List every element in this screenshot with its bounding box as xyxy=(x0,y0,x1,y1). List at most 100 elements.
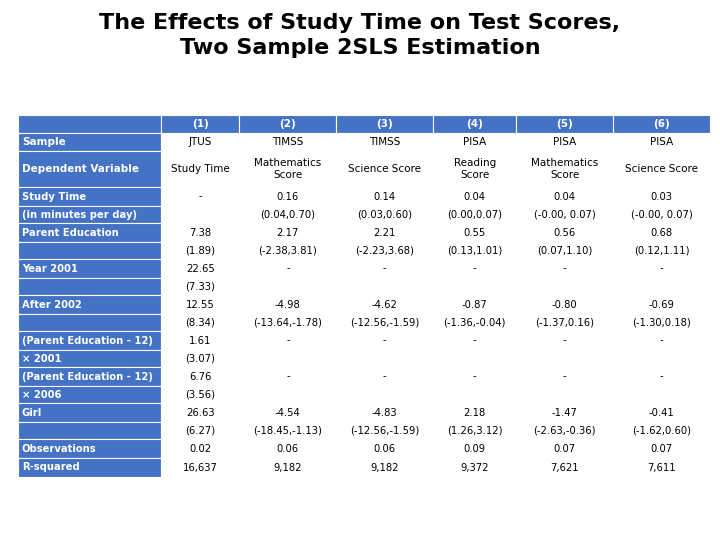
Text: PISA: PISA xyxy=(463,137,486,147)
Text: 0.06: 0.06 xyxy=(276,443,299,454)
Bar xyxy=(433,242,516,259)
Text: 16,637: 16,637 xyxy=(183,462,217,472)
Bar xyxy=(433,367,516,386)
Text: Observations: Observations xyxy=(22,443,96,454)
Text: 7,621: 7,621 xyxy=(550,462,579,472)
Bar xyxy=(613,422,710,439)
Bar xyxy=(161,206,240,223)
Bar xyxy=(336,115,433,133)
Text: 7,611: 7,611 xyxy=(647,462,676,472)
Bar xyxy=(613,151,710,187)
Bar xyxy=(336,350,433,367)
Text: -: - xyxy=(383,335,387,346)
Text: 7.38: 7.38 xyxy=(189,227,212,238)
Bar xyxy=(240,403,336,422)
Bar xyxy=(433,422,516,439)
Bar xyxy=(18,187,161,206)
Bar xyxy=(336,133,433,151)
Bar xyxy=(161,223,240,242)
Text: (3.07): (3.07) xyxy=(186,354,215,363)
Text: (1.89): (1.89) xyxy=(185,246,215,255)
Text: Mathematics
Score: Mathematics Score xyxy=(254,158,322,180)
Text: (-1.62,0.60): (-1.62,0.60) xyxy=(632,426,691,435)
Bar xyxy=(516,295,613,314)
Bar xyxy=(240,458,336,477)
Bar xyxy=(516,223,613,242)
Text: (2): (2) xyxy=(279,119,296,129)
Text: JTUS: JTUS xyxy=(189,137,212,147)
Bar xyxy=(161,386,240,403)
Bar xyxy=(433,187,516,206)
Bar xyxy=(18,278,161,295)
Text: 9,372: 9,372 xyxy=(461,462,489,472)
Text: (-2.63,-0.36): (-2.63,-0.36) xyxy=(534,426,596,435)
Text: (1.26,3.12): (1.26,3.12) xyxy=(447,426,503,435)
Bar xyxy=(433,386,516,403)
Text: Girl: Girl xyxy=(22,408,42,417)
Bar xyxy=(613,295,710,314)
Bar xyxy=(516,422,613,439)
Bar xyxy=(336,206,433,223)
Text: (0.00,0.07): (0.00,0.07) xyxy=(447,210,503,219)
Text: -4.98: -4.98 xyxy=(275,300,301,309)
Bar xyxy=(18,115,161,133)
Text: -: - xyxy=(473,335,477,346)
Bar xyxy=(433,314,516,331)
Text: -: - xyxy=(286,264,289,273)
Bar xyxy=(161,187,240,206)
Bar xyxy=(516,187,613,206)
Bar xyxy=(240,133,336,151)
Text: (-18.45,-1.13): (-18.45,-1.13) xyxy=(253,426,323,435)
Bar xyxy=(161,133,240,151)
Text: -0.87: -0.87 xyxy=(462,300,487,309)
Bar xyxy=(516,151,613,187)
Text: -0.41: -0.41 xyxy=(649,408,675,417)
Bar xyxy=(18,133,161,151)
Bar xyxy=(240,115,336,133)
Text: After 2002: After 2002 xyxy=(22,300,82,309)
Text: (8.34): (8.34) xyxy=(186,318,215,327)
Text: 0.07: 0.07 xyxy=(554,443,576,454)
Bar xyxy=(161,439,240,458)
Text: 2.17: 2.17 xyxy=(276,227,299,238)
Text: Reading
Score: Reading Score xyxy=(454,158,496,180)
Text: -: - xyxy=(286,335,289,346)
Bar xyxy=(516,259,613,278)
Bar xyxy=(161,403,240,422)
Text: 0.04: 0.04 xyxy=(554,192,576,201)
Bar xyxy=(336,259,433,278)
Bar xyxy=(18,350,161,367)
Text: 0.06: 0.06 xyxy=(374,443,396,454)
Bar xyxy=(240,367,336,386)
Bar xyxy=(240,350,336,367)
Bar xyxy=(18,259,161,278)
Text: -4.62: -4.62 xyxy=(372,300,397,309)
Bar xyxy=(336,331,433,350)
Text: 12.55: 12.55 xyxy=(186,300,215,309)
Text: (4): (4) xyxy=(467,119,483,129)
Text: (6): (6) xyxy=(653,119,670,129)
Text: -0.69: -0.69 xyxy=(649,300,675,309)
Bar xyxy=(18,314,161,331)
Bar xyxy=(613,458,710,477)
Text: (0.12,1.11): (0.12,1.11) xyxy=(634,246,689,255)
Text: (7.33): (7.33) xyxy=(186,281,215,292)
Bar xyxy=(613,439,710,458)
Text: Study Time: Study Time xyxy=(22,192,86,201)
Text: -: - xyxy=(473,372,477,381)
Text: 0.55: 0.55 xyxy=(464,227,486,238)
Text: PISA: PISA xyxy=(553,137,576,147)
Bar xyxy=(18,367,161,386)
Text: 9,182: 9,182 xyxy=(274,462,302,472)
Bar xyxy=(18,403,161,422)
Bar xyxy=(240,278,336,295)
Text: 0.02: 0.02 xyxy=(189,443,212,454)
Bar xyxy=(336,314,433,331)
Text: 0.07: 0.07 xyxy=(650,443,672,454)
Bar xyxy=(336,187,433,206)
Bar xyxy=(613,403,710,422)
Text: -: - xyxy=(473,264,477,273)
Text: 0.56: 0.56 xyxy=(554,227,576,238)
Bar xyxy=(161,331,240,350)
Bar xyxy=(613,242,710,259)
